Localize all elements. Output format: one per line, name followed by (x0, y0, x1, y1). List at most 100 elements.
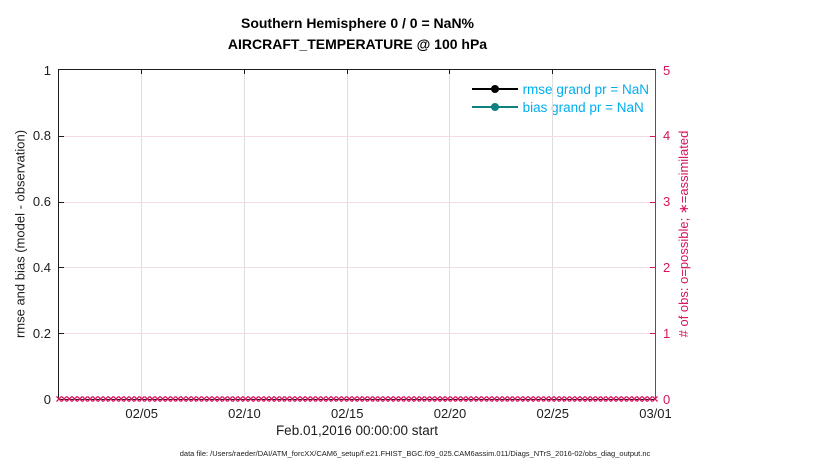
assimilated-obs-marker: × (599, 392, 607, 406)
plot-title: Southern Hemisphere 0 / 0 = NaN% AIRCRAF… (58, 13, 657, 55)
x-axis-label: Feb.01,2016 00:00:00 start (275, 423, 439, 438)
assimilated-obs-marker: × (86, 392, 94, 406)
x-tick-mark (449, 70, 451, 74)
assimilated-obs-marker: × (506, 392, 514, 406)
assimilated-obs-marker: × (252, 392, 260, 406)
gridline-vertical (243, 70, 245, 399)
assimilated-obs-marker: × (345, 392, 353, 406)
assimilated-obs-marker: × (304, 392, 312, 406)
right-tick-label: 2 (663, 259, 671, 275)
assimilated-obs-marker: × (413, 392, 421, 406)
plot-title-line2: AIRCRAFT_TEMPERATURE @ 100 hPa (227, 36, 488, 52)
assimilated-obs-marker: × (371, 392, 379, 406)
right-tick-mark (650, 201, 655, 203)
legend-item: bias grand pr = NaN (471, 98, 649, 116)
assimilated-obs-marker: × (501, 392, 509, 406)
assimilated-obs-marker: × (236, 392, 244, 406)
x-tick-mark (552, 70, 554, 74)
assimilated-obs-marker: × (133, 392, 141, 406)
assimilated-obs-marker: × (210, 392, 218, 406)
assimilated-obs-marker: × (558, 392, 566, 406)
assimilated-obs-marker: × (350, 392, 358, 406)
assimilated-obs-marker: × (646, 392, 654, 406)
assimilated-obs-marker: × (159, 392, 167, 406)
left-tick-label: 0.4 (32, 259, 51, 275)
assimilated-obs-marker: × (314, 392, 322, 406)
gridline-horizontal (59, 201, 655, 203)
assimilated-obs-marker: × (169, 392, 177, 406)
right-tick-label: 0 (663, 391, 671, 407)
assimilated-obs-marker: × (179, 392, 187, 406)
assimilated-obs-marker: × (511, 392, 519, 406)
gridline-horizontal (59, 267, 655, 269)
assimilated-obs-marker: × (532, 392, 540, 406)
legend-label: rmse grand pr = NaN (522, 81, 649, 97)
assimilated-obs-marker: × (594, 392, 602, 406)
assimilated-obs-marker: × (584, 392, 592, 406)
assimilated-obs-marker: × (361, 392, 369, 406)
assimilated-obs-marker: × (60, 392, 68, 406)
assimilated-obs-marker: × (604, 392, 612, 406)
assimilated-obs-marker: × (423, 392, 431, 406)
assimilated-obs-marker: × (542, 392, 550, 406)
assimilated-obs-marker: × (71, 392, 79, 406)
assimilated-obs-marker: × (299, 392, 307, 406)
assimilated-obs-marker: × (470, 392, 478, 406)
assimilated-obs-marker: × (641, 392, 649, 406)
assimilated-obs-marker: × (573, 392, 581, 406)
left-tick-label: 0 (43, 391, 51, 407)
legend-marker-dot (490, 85, 499, 93)
assimilated-obs-marker: × (76, 392, 84, 406)
assimilated-obs-marker: × (195, 392, 203, 406)
assimilated-obs-marker: × (516, 392, 524, 406)
assimilated-obs-marker: × (563, 392, 571, 406)
assimilated-obs-marker: × (55, 392, 63, 406)
x-tick-label: 02/05 (125, 406, 158, 421)
assimilated-obs-marker: × (216, 392, 224, 406)
assimilated-obs-marker: × (480, 392, 488, 406)
assimilated-obs-marker: × (335, 392, 343, 406)
left-tick-mark (59, 201, 64, 203)
assimilated-obs-marker: × (407, 392, 415, 406)
assimilated-obs-marker: × (553, 392, 561, 406)
legend-marker-dot (490, 103, 499, 111)
assimilated-obs-marker: × (91, 392, 99, 406)
assimilated-obs-marker: × (615, 392, 623, 406)
assimilated-obs-marker: × (630, 392, 638, 406)
assimilated-obs-marker: × (625, 392, 633, 406)
legend-line-sample (471, 85, 518, 93)
right-tick-mark (650, 135, 655, 137)
assimilated-obs-marker: × (387, 392, 395, 406)
assimilated-obs-marker: × (578, 392, 586, 406)
gridline-vertical (346, 70, 348, 399)
assimilated-obs-marker: × (330, 392, 338, 406)
assimilated-obs-marker: × (257, 392, 265, 406)
assimilated-obs-marker: × (148, 392, 156, 406)
left-tick-label: 1 (43, 62, 51, 78)
assimilated-obs-marker: × (262, 392, 270, 406)
assimilated-obs-marker: × (521, 392, 529, 406)
left-tick-label: 0.2 (32, 325, 51, 341)
right-tick-label: 1 (663, 325, 671, 341)
assimilated-obs-marker: × (309, 392, 317, 406)
assimilated-obs-marker: × (112, 392, 120, 406)
gridline-horizontal (59, 135, 655, 137)
left-tick-mark (59, 333, 64, 335)
right-tick-label: 3 (663, 194, 671, 210)
right-tick-mark (650, 333, 655, 335)
assimilated-obs-marker: × (428, 392, 436, 406)
x-tick-label: 02/25 (536, 406, 570, 421)
right-axis-label: # of obs: o=possible; ∗=assimilated (676, 130, 691, 338)
gridline-horizontal (59, 333, 655, 335)
assimilated-obs-marker: × (449, 392, 457, 406)
right-tick-label: 5 (663, 62, 671, 78)
x-tick-label: 02/10 (228, 406, 261, 421)
assimilated-obs-marker: × (205, 392, 213, 406)
assimilated-obs-marker: × (164, 392, 172, 406)
x-tick-label: 02/20 (433, 406, 467, 421)
x-tick-mark (141, 70, 143, 74)
legend-label: bias grand pr = NaN (522, 99, 644, 115)
left-tick-mark (59, 267, 64, 269)
legend-line-sample (471, 103, 518, 111)
assimilated-obs-marker: × (107, 392, 115, 406)
